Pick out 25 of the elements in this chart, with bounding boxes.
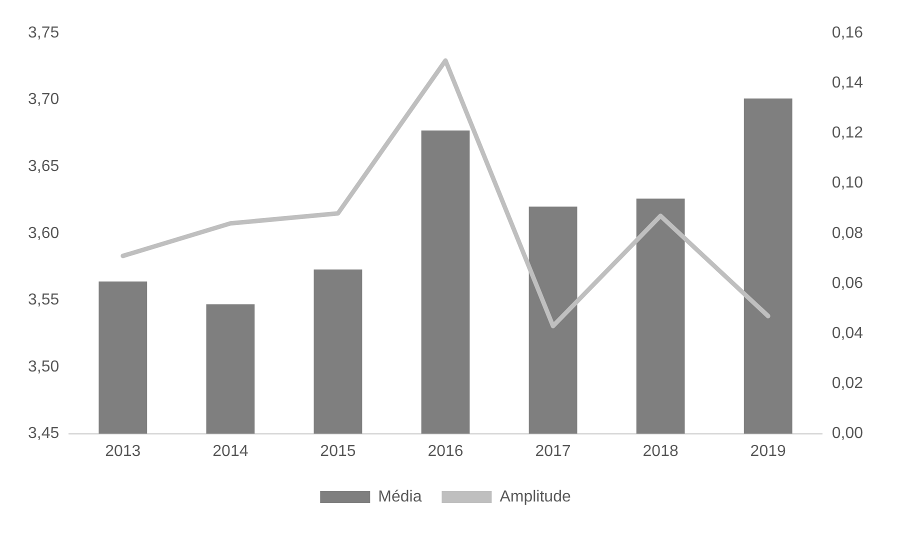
x-tick-label: 2016 bbox=[428, 442, 464, 460]
y2-tick-label: 0,10 bbox=[832, 174, 864, 192]
x-tick-label: 2015 bbox=[320, 442, 356, 460]
y-tick-label: 3,60 bbox=[28, 224, 60, 242]
y2-tick-label: 0,00 bbox=[832, 425, 864, 442]
legend-label: Média bbox=[378, 488, 422, 506]
y-tick-label: 3,55 bbox=[28, 292, 60, 309]
y2-tick-label: 0,04 bbox=[832, 325, 864, 342]
y2-tick-label: 0,14 bbox=[832, 74, 864, 92]
x-tick-label: 2018 bbox=[642, 442, 678, 460]
y-tick-label: 3,50 bbox=[28, 358, 60, 376]
x-tick-label: 2019 bbox=[750, 442, 786, 460]
y-tick-label: 3,70 bbox=[28, 91, 60, 108]
legend-label: Amplitude bbox=[500, 488, 571, 506]
y2-tick-label: 0,06 bbox=[832, 274, 864, 292]
y-tick-label: 3,45 bbox=[28, 425, 60, 442]
y2-tick-label: 0,16 bbox=[832, 24, 864, 42]
y2-tick-label: 0,02 bbox=[832, 375, 864, 392]
y-tick-label: 3,75 bbox=[28, 24, 60, 42]
y-tick-label: 3,65 bbox=[28, 158, 60, 176]
x-tick-label: 2013 bbox=[105, 442, 141, 460]
y2-tick-label: 0,08 bbox=[832, 224, 864, 242]
y2-tick-label: 0,12 bbox=[832, 124, 864, 142]
x-tick-label: 2014 bbox=[212, 442, 248, 460]
x-tick-label: 2017 bbox=[535, 442, 571, 460]
